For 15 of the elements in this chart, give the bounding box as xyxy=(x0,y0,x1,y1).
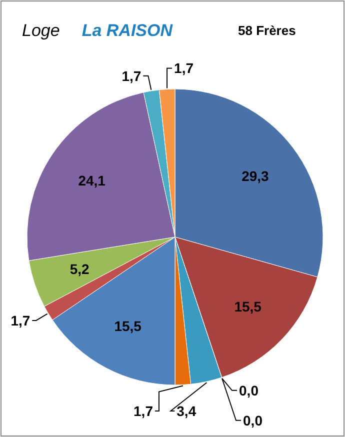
data-label: 5,2 xyxy=(70,261,90,278)
text: 0,0 xyxy=(243,412,262,428)
chart-title: Loge xyxy=(22,21,60,40)
data-label: 1,7 xyxy=(10,312,30,328)
text: 58 Frères xyxy=(238,23,296,38)
text: 0,0 xyxy=(239,382,258,398)
data-label: 3,4 xyxy=(176,403,196,419)
data-label: 1,7 xyxy=(122,68,142,84)
data-label: 15,5 xyxy=(234,298,262,314)
chart-subtitle: La RAISON xyxy=(82,21,174,40)
data-label: 1,7 xyxy=(174,60,194,76)
data-label: 29,3 xyxy=(242,168,270,184)
data-label: 24,1 xyxy=(78,172,106,188)
data-label: 15,5 xyxy=(114,318,142,334)
data-label: 1,7 xyxy=(134,403,154,419)
